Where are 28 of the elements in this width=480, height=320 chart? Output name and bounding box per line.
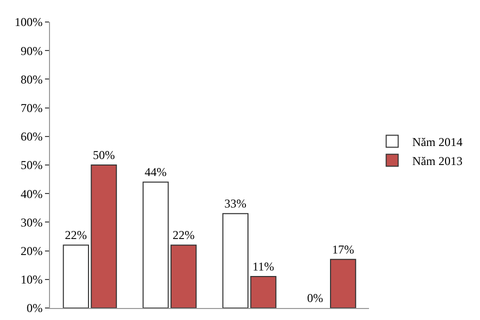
y-tick-label: 30% <box>20 215 43 230</box>
y-tick-label: 80% <box>20 72 43 86</box>
y-tick-label: 50% <box>20 158 43 172</box>
legend-label: Năm 2014 <box>412 134 463 149</box>
bar <box>250 276 276 308</box>
bar <box>90 164 117 308</box>
bar <box>62 244 89 308</box>
y-tick-label: 0% <box>26 301 43 316</box>
bar <box>330 258 356 308</box>
y-tick-label: 20% <box>20 244 43 258</box>
text: 33% <box>224 196 246 211</box>
y-tick-label: 40% <box>20 186 43 201</box>
text: 50% <box>92 148 115 162</box>
bar <box>170 244 197 308</box>
text: 17% <box>332 242 354 256</box>
y-tick-label: 60% <box>20 130 43 144</box>
y-tick-label: 100% <box>14 15 43 30</box>
text: 44% <box>144 165 167 180</box>
y-tick-label: 10% <box>20 272 43 287</box>
text: 22% <box>172 228 195 242</box>
text: 0% <box>307 291 324 305</box>
text: 22% <box>64 228 87 242</box>
y-tick-label: 90% <box>20 44 43 58</box>
y-tick-label: 70% <box>20 101 43 115</box>
bar <box>142 182 169 308</box>
text: 11% <box>252 260 274 274</box>
legend-label: Năm 2013 <box>412 154 463 168</box>
bar <box>222 213 248 308</box>
